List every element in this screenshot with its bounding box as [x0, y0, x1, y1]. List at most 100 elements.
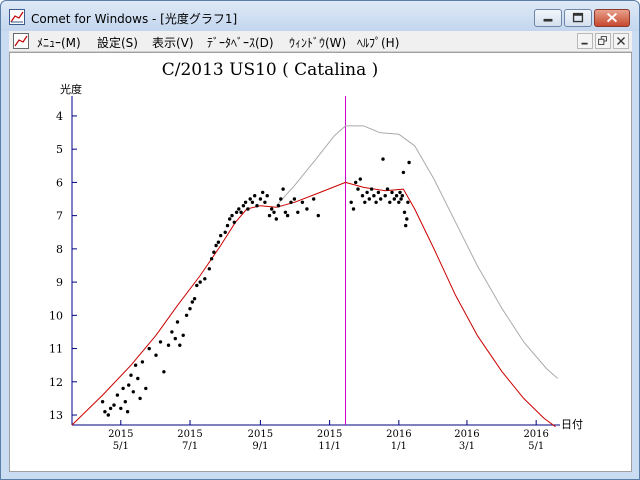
x-tick-year: 2015 [317, 429, 342, 440]
observation-point [374, 200, 378, 204]
title-bar[interactable]: Comet for Windows - [光度グラフ1] [1, 1, 639, 31]
observation-point [283, 210, 288, 214]
minimize-button[interactable] [534, 9, 562, 27]
observation-point [225, 223, 230, 228]
observation-point [212, 250, 216, 254]
observation-point [354, 180, 358, 185]
observation-point [131, 390, 135, 394]
menu-bar: ﾒﾆｭｰ(M) 設定(S) 表示(V) ﾃﾞｰﾀﾍﾞｰｽ(D) ｳｨﾝﾄﾞｳ(W… [9, 31, 632, 52]
observation-point [281, 187, 285, 191]
observation-point [407, 160, 411, 165]
observation-point [121, 386, 125, 391]
observation-point [127, 383, 131, 387]
observation-point [267, 213, 272, 218]
close-icon [606, 12, 618, 23]
observation-point [173, 336, 177, 341]
observation-point [250, 200, 255, 204]
observation-point [190, 300, 194, 304]
observation-point [316, 213, 320, 218]
observation-point [360, 194, 365, 198]
observation-point [397, 200, 401, 204]
observation-point [140, 360, 145, 364]
observation-point [255, 204, 259, 208]
observation-point [369, 187, 374, 191]
mdi-minimize-button[interactable] [577, 33, 593, 49]
x-tick-year: 2015 [108, 429, 133, 440]
y-tick-label: 7 [56, 210, 63, 223]
menu-item-menu[interactable]: ﾒﾆｭｰ(M) [37, 36, 81, 50]
observation-point [138, 396, 142, 401]
observation-point [232, 220, 236, 224]
observation-point [154, 353, 158, 357]
menu-item-database[interactable]: ﾃﾞｰﾀﾍﾞｰｽ(D) [207, 36, 274, 50]
observation-point [178, 343, 182, 347]
observation-point [106, 413, 111, 417]
x-tick-date: 7/1 [182, 441, 198, 452]
x-tick-date: 5/1 [113, 441, 129, 452]
app-icon[interactable] [9, 9, 25, 25]
observation-point [100, 400, 105, 404]
observation-point [402, 210, 407, 214]
observation-point [136, 376, 140, 381]
observation-point [228, 217, 232, 221]
observation-point [108, 406, 113, 411]
observation-point [170, 330, 174, 334]
x-tick-year: 2015 [177, 429, 202, 440]
y-tick-label: 11 [49, 343, 63, 356]
observation-point [274, 217, 278, 221]
y-tick-label: 8 [56, 243, 63, 256]
chart-title: C/2013 US10 ( Catalina ) [162, 60, 379, 80]
observation-point [166, 343, 171, 347]
observation-point [300, 200, 305, 204]
maximize-button[interactable] [564, 9, 592, 27]
y-tick-label: 9 [56, 276, 63, 289]
y-tick-label: 5 [56, 143, 63, 156]
window-title: Comet for Windows - [光度グラフ1] [31, 12, 238, 26]
observation-point [392, 197, 396, 201]
predicted-total-line [71, 181, 556, 428]
observation-point [400, 194, 404, 198]
observation-point [207, 267, 211, 271]
observation-point [209, 257, 214, 261]
minimize-icon [543, 18, 553, 22]
observation-point [181, 333, 185, 337]
observation-point [158, 340, 163, 344]
observation-point [234, 210, 239, 214]
observation-point [253, 194, 257, 198]
observation-point [349, 200, 353, 204]
observation-point [133, 363, 138, 367]
observation-point [112, 403, 116, 407]
menu-item-settings[interactable]: 設定(S) [97, 36, 138, 50]
y-tick-label: 4 [56, 110, 63, 123]
close-button[interactable] [594, 9, 630, 27]
minimize-icon [581, 42, 588, 45]
observation-point [239, 210, 243, 214]
observation-point [358, 177, 362, 181]
close-icon [617, 37, 625, 45]
document-icon[interactable] [13, 33, 29, 49]
observation-point [401, 170, 406, 175]
observation-point [399, 197, 403, 201]
y-tick-label: 13 [49, 409, 63, 422]
observation-point [379, 197, 383, 201]
observation-point [147, 346, 151, 351]
light-curve-chart: C/2013 US10 ( Catalina ) 光度 日付 4 5 6 7 8 9 10 1… [49, 60, 583, 452]
x-tick-date: 1/1 [391, 441, 407, 452]
observation-point [237, 207, 241, 211]
mdi-restore-button[interactable] [595, 33, 611, 49]
mdi-close-button[interactable] [613, 33, 629, 49]
x-tick-date: 11/1 [318, 441, 340, 452]
observation-point [258, 197, 263, 201]
menu-item-help[interactable]: ﾍﾙﾌﾟ(H) [357, 36, 400, 50]
observation-point [203, 277, 207, 281]
menu-item-window[interactable]: ｳｨﾝﾄﾞｳ(W) [289, 36, 347, 50]
predicted-nuclear-line [275, 125, 559, 379]
observation-point [198, 280, 202, 284]
restore-icon [598, 36, 607, 45]
x-tick-year: 2015 [248, 429, 273, 440]
observation-point [241, 204, 246, 208]
menu-item-view[interactable]: 表示(V) [152, 36, 194, 50]
x-tick-year: 2016 [523, 429, 548, 440]
observation-point [246, 207, 250, 211]
